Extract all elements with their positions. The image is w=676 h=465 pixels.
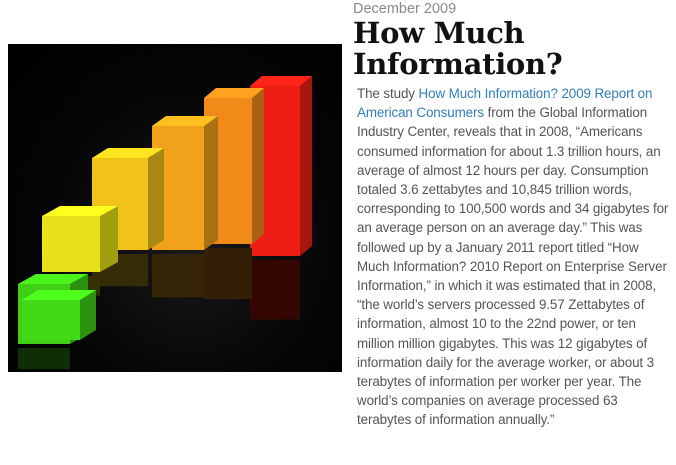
bar-reflection-1 [18,348,70,369]
article-illustration [8,44,342,372]
bar-side-3 [148,148,164,250]
body-text: from the Global Information Industry Cen… [357,105,669,428]
bar-top-3 [92,148,164,158]
front-block-front [22,300,80,340]
article-body: The study How Much Information? 2009 Rep… [357,84,671,430]
bar-front-2 [42,216,100,272]
bar-side-6 [300,76,312,256]
bar-side-5 [252,88,264,244]
3d-bar-graph-image [18,76,312,369]
bar-top-2 [42,206,118,216]
front-block-top [22,290,96,300]
article-date: December 2009 [353,1,457,17]
bar-top-5 [204,88,264,98]
front-block-side [80,290,96,340]
bar-top-4 [152,116,218,126]
article: December 2009 How Much Information? The … [353,0,671,430]
body-lead: The study [357,86,419,101]
bar-reflection-6 [250,260,300,320]
bar-side-2 [100,206,118,272]
bar-top-6 [250,76,312,86]
article-title: How Much Information? [353,16,563,81]
bar-top-1 [18,274,88,284]
bar-reflection-5 [204,248,252,300]
bar-reflection-4 [152,254,204,298]
bar-front-4 [152,126,204,250]
study-report-link[interactable]: How Much Information? 2009 Report on Ame… [357,86,653,121]
bar-side-4 [204,116,218,250]
